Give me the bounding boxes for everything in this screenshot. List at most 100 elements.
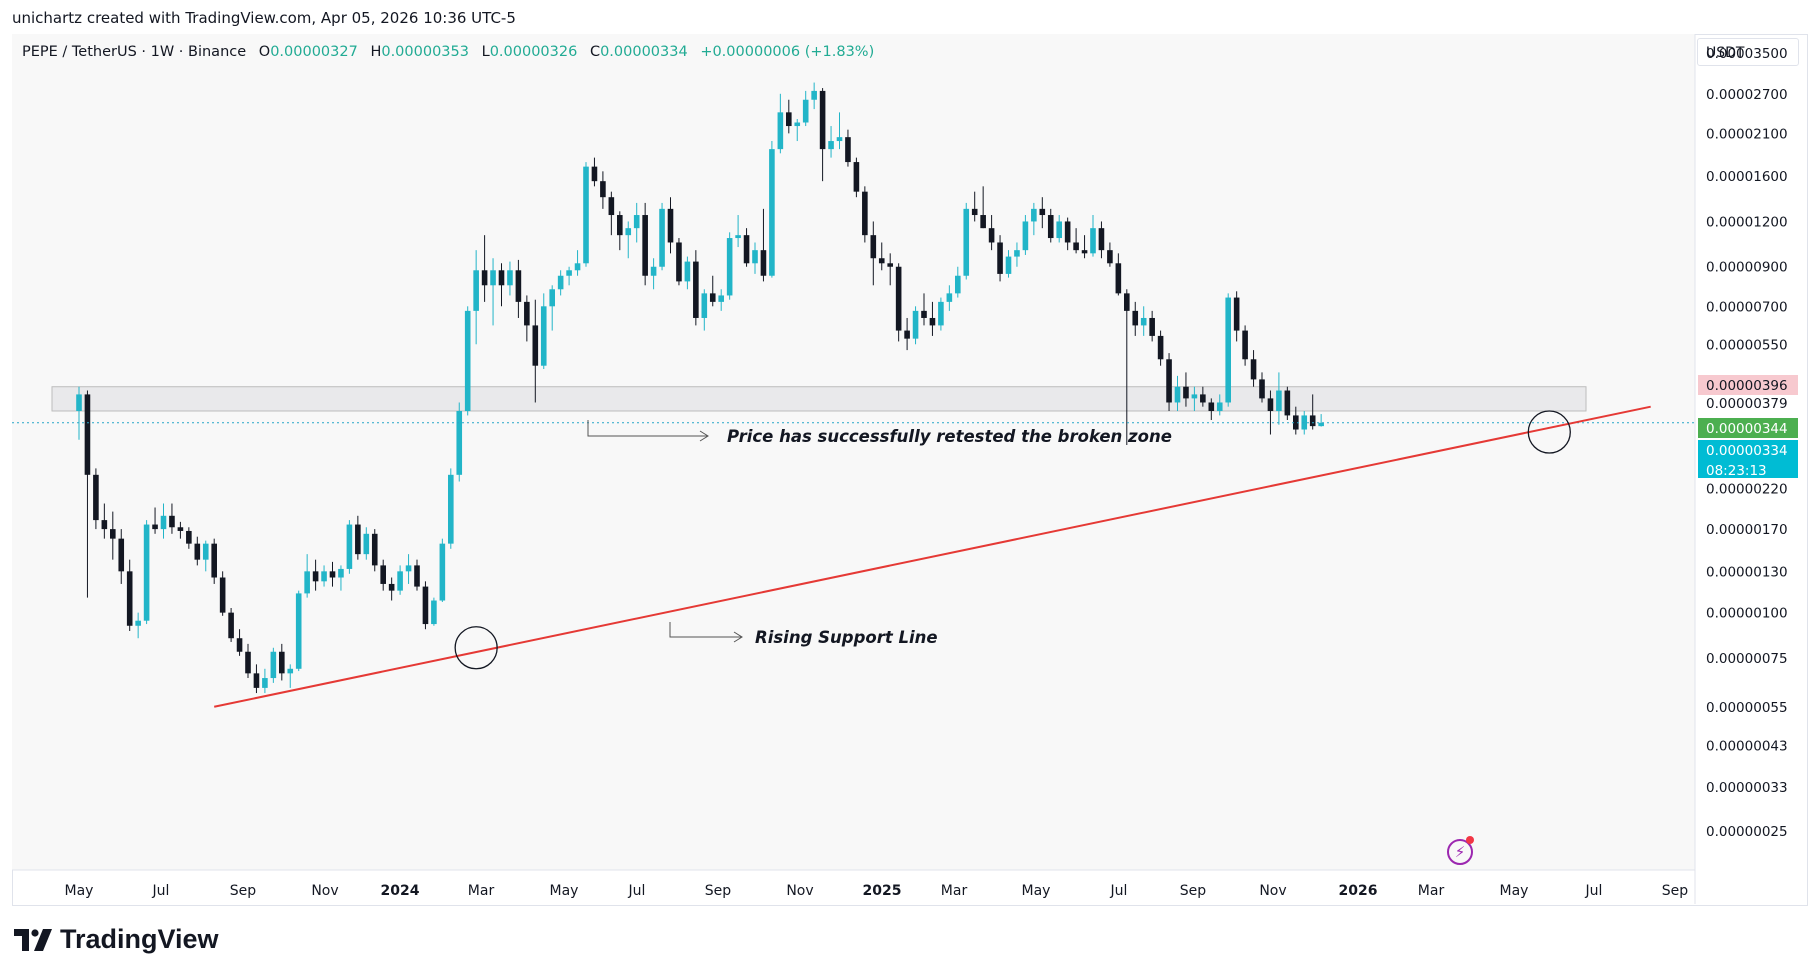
resistance-zone[interactable] bbox=[51, 386, 1587, 412]
candle-body[interactable] bbox=[1124, 293, 1130, 311]
candle-body[interactable] bbox=[625, 228, 632, 236]
candle-body[interactable] bbox=[904, 330, 910, 339]
candle-body[interactable] bbox=[735, 235, 741, 239]
candle-body[interactable] bbox=[431, 600, 437, 625]
candle-body[interactable] bbox=[93, 474, 99, 521]
tradingview-logo[interactable]: TradingView bbox=[14, 924, 219, 955]
candle-body[interactable] bbox=[363, 533, 370, 555]
candle-body[interactable] bbox=[786, 112, 792, 127]
candle-body[interactable] bbox=[693, 261, 699, 318]
candle-body[interactable] bbox=[321, 571, 327, 582]
candle-body[interactable] bbox=[1216, 402, 1223, 411]
retest-annotation-text[interactable]: Price has successfully retested the brok… bbox=[727, 427, 1172, 446]
candle-body[interactable] bbox=[1250, 359, 1257, 380]
candle-body[interactable] bbox=[76, 394, 82, 411]
candle-body[interactable] bbox=[1284, 390, 1291, 416]
candle-body[interactable] bbox=[194, 543, 201, 560]
candle-body[interactable] bbox=[1056, 221, 1062, 239]
candle-body[interactable] bbox=[887, 263, 893, 267]
symbol-legend[interactable]: PEPE / TetherUS · 1W · Binance O0.000003… bbox=[22, 44, 874, 60]
candle-body[interactable] bbox=[1031, 208, 1037, 222]
candle-body[interactable] bbox=[1233, 297, 1240, 331]
candle-body[interactable] bbox=[304, 571, 310, 594]
candle-body[interactable] bbox=[557, 275, 564, 290]
candle-body[interactable] bbox=[312, 571, 319, 582]
candle-body[interactable] bbox=[870, 235, 877, 259]
candle-body[interactable] bbox=[397, 571, 403, 591]
candle-body[interactable] bbox=[1191, 394, 1198, 399]
candle-body[interactable] bbox=[236, 638, 243, 652]
candle-body[interactable] bbox=[659, 208, 665, 267]
candle-body[interactable] bbox=[794, 122, 801, 127]
candle-body[interactable] bbox=[143, 524, 150, 621]
candle-body[interactable] bbox=[676, 242, 682, 282]
candle-body[interactable] bbox=[219, 577, 226, 613]
candle-body[interactable] bbox=[929, 317, 936, 326]
candle-body[interactable] bbox=[1081, 250, 1088, 254]
lightning-icon[interactable]: ⚡ bbox=[1447, 839, 1473, 865]
candle-body[interactable] bbox=[1200, 394, 1206, 403]
candle-body[interactable] bbox=[439, 543, 446, 601]
candle-body[interactable] bbox=[1039, 208, 1046, 216]
candle-body[interactable] bbox=[980, 215, 986, 229]
candle-body[interactable] bbox=[110, 529, 116, 539]
candle-body[interactable] bbox=[963, 208, 970, 276]
candle-body[interactable] bbox=[1149, 317, 1155, 336]
candle-body[interactable] bbox=[608, 197, 615, 216]
candle-body[interactable] bbox=[355, 524, 361, 555]
candle-body[interactable] bbox=[152, 524, 158, 530]
candle-body[interactable] bbox=[507, 270, 513, 286]
candle-body[interactable] bbox=[1140, 317, 1147, 326]
candle-body[interactable] bbox=[186, 530, 192, 544]
candle-body[interactable] bbox=[540, 306, 547, 366]
candle-body[interactable] bbox=[1208, 402, 1215, 411]
candle-body[interactable] bbox=[752, 250, 758, 264]
candle-body[interactable] bbox=[574, 263, 581, 271]
candle-body[interactable] bbox=[338, 568, 344, 578]
candle-body[interactable] bbox=[118, 538, 125, 572]
candle-body[interactable] bbox=[845, 137, 851, 163]
candle-body[interactable] bbox=[380, 565, 386, 584]
retest-circle-2024[interactable] bbox=[454, 626, 498, 670]
candle-body[interactable] bbox=[769, 149, 775, 276]
candle-body[interactable] bbox=[279, 651, 285, 674]
candle-body[interactable] bbox=[498, 270, 505, 286]
candle-body[interactable] bbox=[667, 208, 674, 243]
candle-body[interactable] bbox=[862, 191, 868, 236]
candle-body[interactable] bbox=[473, 270, 479, 311]
candle-body[interactable] bbox=[895, 266, 902, 331]
candle-body[interactable] bbox=[1174, 386, 1181, 403]
candle-body[interactable] bbox=[101, 520, 108, 530]
candle-body[interactable] bbox=[126, 571, 133, 626]
candle-body[interactable] bbox=[760, 250, 767, 276]
candle-body[interactable] bbox=[828, 141, 834, 150]
candle-body[interactable] bbox=[262, 678, 268, 688]
candle-body[interactable] bbox=[743, 235, 750, 264]
candle-body[interactable] bbox=[388, 583, 395, 591]
candle-body[interactable] bbox=[591, 166, 598, 182]
candle-body[interactable] bbox=[1022, 221, 1029, 251]
candle-body[interactable] bbox=[1301, 415, 1308, 430]
candle-body[interactable] bbox=[295, 593, 302, 669]
candle-body[interactable] bbox=[802, 99, 809, 123]
rising-support-line[interactable] bbox=[213, 405, 1651, 708]
candle-body[interactable] bbox=[1259, 379, 1265, 399]
candle-body[interactable] bbox=[346, 524, 353, 569]
candle-body[interactable] bbox=[811, 90, 817, 100]
candle-body[interactable] bbox=[211, 543, 217, 578]
candle-body[interactable] bbox=[228, 612, 234, 639]
support-annotation-text[interactable]: Rising Support Line bbox=[755, 628, 938, 647]
candle-body[interactable] bbox=[481, 270, 488, 286]
candle-body[interactable] bbox=[464, 310, 471, 411]
candle-body[interactable] bbox=[600, 181, 606, 198]
candle-body[interactable] bbox=[169, 515, 175, 528]
candle-body[interactable] bbox=[549, 289, 555, 307]
candle-body[interactable] bbox=[988, 228, 995, 243]
candle-body[interactable] bbox=[329, 571, 336, 578]
candle-body[interactable] bbox=[1098, 228, 1105, 251]
candle-body[interactable] bbox=[532, 325, 539, 366]
candle-body[interactable] bbox=[177, 527, 184, 531]
candle-body[interactable] bbox=[777, 112, 784, 150]
candle-body[interactable] bbox=[1225, 297, 1231, 403]
candle-body[interactable] bbox=[1115, 263, 1122, 294]
